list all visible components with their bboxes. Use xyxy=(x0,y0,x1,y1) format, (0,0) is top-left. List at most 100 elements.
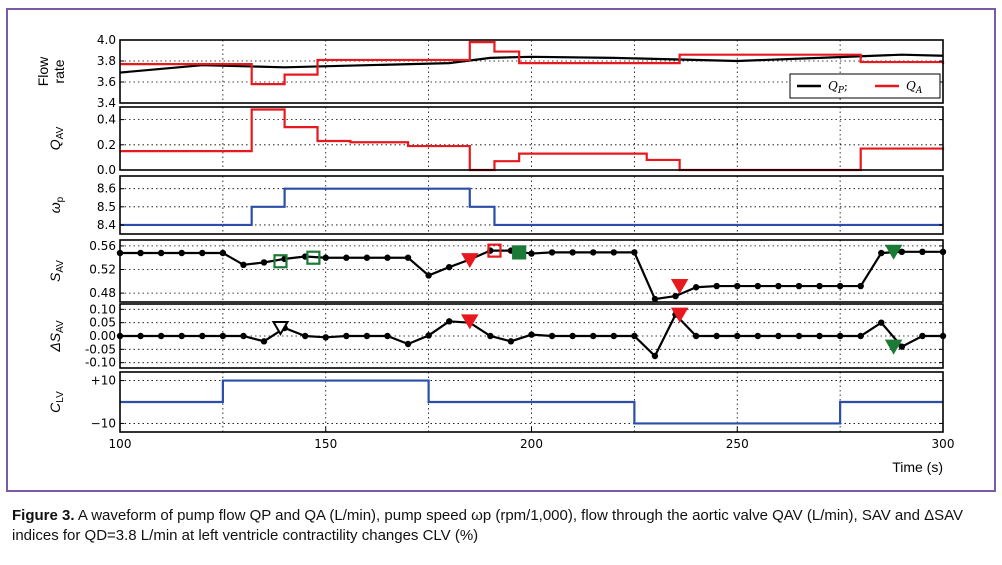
data-point xyxy=(610,332,617,340)
data-point xyxy=(178,332,185,340)
y-tick-label: -0.10 xyxy=(85,356,116,370)
data-point xyxy=(343,254,350,261)
data-point xyxy=(631,332,638,340)
marker-square xyxy=(273,254,288,269)
caption-label: Figure 3. xyxy=(12,507,75,524)
data-point xyxy=(795,282,803,290)
data-point xyxy=(692,332,700,340)
data-point xyxy=(651,295,659,303)
series-line-clv xyxy=(120,379,943,425)
data-point xyxy=(795,332,803,340)
figure-caption: Figure 3. A waveform of pump flow QP and… xyxy=(12,506,992,546)
y-tick-label: −10 xyxy=(91,416,116,430)
marker-triangle xyxy=(670,279,689,295)
data-point xyxy=(734,332,741,340)
x-tick-label: 250 xyxy=(726,437,749,451)
data-point xyxy=(631,249,638,256)
data-point xyxy=(260,259,268,266)
panel-sav: 0.56 0.52 0.48 SAV xyxy=(47,239,947,303)
data-point xyxy=(590,249,597,256)
data-point xyxy=(240,261,247,268)
data-point xyxy=(487,332,494,340)
x-axis-label: Time (s) xyxy=(892,459,943,475)
y-tick-label: -0.05 xyxy=(85,342,116,356)
legend: QP; QA xyxy=(789,73,941,99)
axes-box xyxy=(119,106,944,171)
data-point xyxy=(919,332,926,340)
data-point xyxy=(672,292,679,300)
y-tick-label: 0.4 xyxy=(97,113,116,127)
marker-triangle xyxy=(670,307,689,323)
data-point xyxy=(384,332,391,340)
series-line-sav xyxy=(120,249,943,301)
data-point xyxy=(898,248,906,256)
y-tick-label: 0.0 xyxy=(97,163,116,177)
data-point xyxy=(363,254,371,261)
x-tick-label: 100 xyxy=(109,437,132,451)
x-tick-label: 150 xyxy=(314,437,337,451)
y-axis-label: SAV xyxy=(47,260,66,282)
data-point xyxy=(775,332,782,340)
data-point xyxy=(898,343,906,350)
data-point xyxy=(857,332,864,340)
data-point xyxy=(590,332,597,340)
data-point xyxy=(734,282,741,290)
data-point xyxy=(322,254,329,261)
y-axis-label: CLV xyxy=(47,391,66,413)
y-tick-label: 0.56 xyxy=(89,239,116,253)
marker-triangle xyxy=(884,244,903,260)
panel-dsav: 0.100.050.00-0.05-0.10 ΔSAV xyxy=(47,302,947,370)
marker-triangle xyxy=(461,314,479,330)
marker-triangle xyxy=(271,321,290,336)
data-point xyxy=(651,352,659,360)
data-point xyxy=(446,318,453,325)
data-point xyxy=(754,282,762,290)
y-tick-label: 8.5 xyxy=(97,200,116,214)
chart-figure: 4.0 3.8 3.6 3.4 Flowrate QP; QA 0.4 0.2 0.0 QAV 8.6… xyxy=(35,33,955,475)
series-line-flow xyxy=(119,53,944,74)
legend-label: QP; xyxy=(828,79,848,96)
legend-label: QA xyxy=(906,79,923,96)
data-point xyxy=(857,282,864,290)
data-point xyxy=(384,254,391,261)
data-point xyxy=(240,332,247,340)
y-tick-label: 3.8 xyxy=(97,54,116,68)
y-tick-label: 0.05 xyxy=(89,316,116,330)
data-point xyxy=(569,249,576,256)
data-point xyxy=(404,340,412,348)
panel-qav: 0.4 0.2 0.0 QAV xyxy=(47,106,945,177)
data-point xyxy=(754,332,762,340)
data-point xyxy=(836,282,844,290)
data-point xyxy=(199,249,206,257)
y-tick-label: 3.4 xyxy=(97,96,116,110)
y-tick-label: 0.10 xyxy=(89,302,116,316)
series-line-flow xyxy=(120,41,945,86)
data-point xyxy=(343,332,350,340)
y-tick-label: 4.0 xyxy=(97,33,116,47)
data-point xyxy=(425,332,432,339)
data-point xyxy=(528,331,535,338)
data-point xyxy=(363,332,371,340)
marker-triangle xyxy=(461,253,479,269)
y-axis-label: QAV xyxy=(47,126,66,150)
data-point xyxy=(507,338,515,345)
x-tick-label: 300 xyxy=(932,437,955,451)
marker-square xyxy=(487,243,502,258)
data-point xyxy=(178,249,185,257)
axes-box xyxy=(119,175,944,235)
data-point xyxy=(425,272,432,279)
y-tick-label: 8.6 xyxy=(97,182,116,196)
data-point xyxy=(301,332,309,340)
data-point xyxy=(919,248,926,256)
axes-box xyxy=(119,239,944,303)
legend-box xyxy=(789,73,941,99)
y-tick-label: 8.4 xyxy=(97,218,116,232)
data-point xyxy=(260,338,268,345)
data-point xyxy=(610,249,617,256)
axes-box xyxy=(119,39,944,104)
y-tick-label: 0.48 xyxy=(89,286,116,300)
panel-wp: 8.6 8.5 8.4 ωp xyxy=(47,175,944,235)
data-point xyxy=(219,249,227,257)
y-tick-label: 0.2 xyxy=(97,138,116,152)
data-point xyxy=(157,332,165,340)
